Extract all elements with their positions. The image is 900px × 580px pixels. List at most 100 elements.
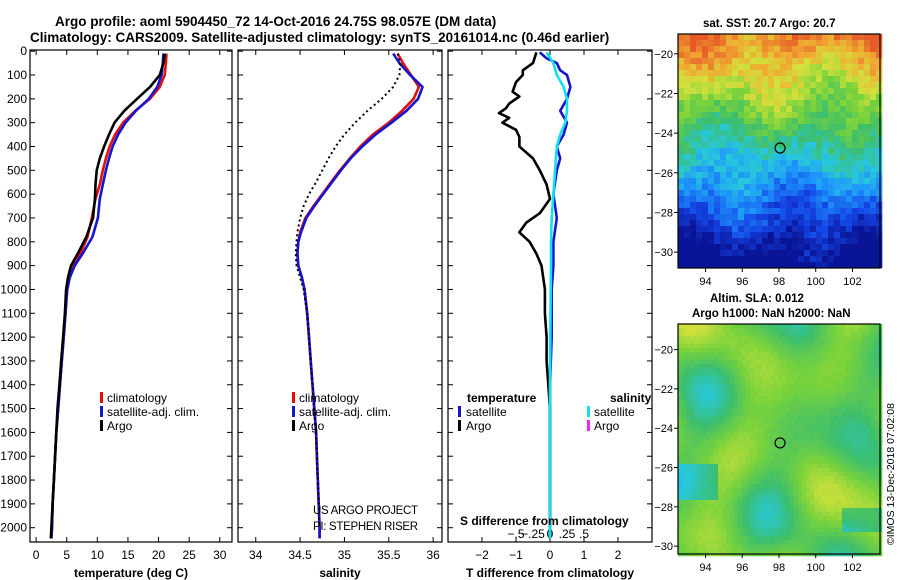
map-sla-cell <box>694 452 699 457</box>
map-sst-cell <box>762 184 769 191</box>
map-sla-cell <box>858 492 863 497</box>
map-sla-cell <box>862 396 867 401</box>
map-sla-cell <box>686 428 691 433</box>
map-sla-cell <box>870 512 875 517</box>
s-diff-tick-label: .5 <box>579 527 589 541</box>
map-sst-cell <box>762 178 769 185</box>
map-sla-cell <box>686 356 691 361</box>
map-sla-cell <box>870 344 875 349</box>
map-sst-cell <box>774 34 781 41</box>
map-sla-cell <box>718 328 723 333</box>
map-sst-cell <box>720 130 727 137</box>
map-sst-cell <box>828 124 835 131</box>
map-sla-cell <box>778 444 783 449</box>
map-sst-cell <box>846 160 853 167</box>
map-sla-cell <box>782 368 787 373</box>
map-sla-cell <box>802 476 807 481</box>
map-sla-cell <box>834 404 839 409</box>
map-sla-cell <box>794 376 799 381</box>
map-sla-cell <box>806 532 811 537</box>
map-sla-cell <box>782 340 787 345</box>
map-sst-cell <box>720 124 727 131</box>
map-sla-cell <box>686 508 691 513</box>
map-sla-cell <box>818 416 823 421</box>
map-sla-cell <box>758 452 763 457</box>
map-sst-cell <box>708 256 715 263</box>
map-sst-cell <box>744 244 751 251</box>
map-sla-cell <box>818 412 823 417</box>
map-sla-cell <box>698 472 703 477</box>
map-sla-cell <box>742 484 747 489</box>
map-sla-cell <box>678 380 683 385</box>
map-sst-cell <box>720 136 727 143</box>
map-sla-cell <box>798 476 803 481</box>
map-sla-cell <box>830 512 835 517</box>
map-sst-cell <box>720 64 727 71</box>
map-sst-cell <box>852 94 859 101</box>
map-sla-cell <box>722 544 727 549</box>
map-sla-cell <box>678 532 683 537</box>
map-sla-cell <box>806 392 811 397</box>
salinity-legend-swatch <box>292 420 295 431</box>
map-sla-cell <box>806 348 811 353</box>
map-sla-cell <box>866 532 871 537</box>
map-sla-cell <box>858 352 863 357</box>
map-sla-cell <box>678 396 683 401</box>
map-sla-cell <box>706 324 711 329</box>
map-sla-cell <box>874 452 879 457</box>
map-sla-cell <box>814 368 819 373</box>
map-sla-cell <box>778 352 783 357</box>
map-sla-cell <box>718 456 723 461</box>
map-sla-cell <box>870 392 875 397</box>
map-sst-cell <box>876 136 883 143</box>
map-sla-cell <box>678 376 683 381</box>
map-sla-cell <box>826 396 831 401</box>
map-sst-cell <box>708 136 715 143</box>
map-sla-cell <box>758 376 763 381</box>
map-sla-cell <box>698 368 703 373</box>
map-sla-cell <box>866 356 871 361</box>
map-sst-cell <box>738 70 745 77</box>
map-sst-cell <box>864 124 871 131</box>
map-sst-cell <box>798 148 805 155</box>
map-sla-cell <box>682 444 687 449</box>
map-sla-cell <box>826 364 831 369</box>
map-sla-cell <box>854 360 859 365</box>
map-sst-cell <box>714 232 721 239</box>
map-sst-cell <box>858 46 865 53</box>
map-sla-cell <box>806 524 811 529</box>
map-sla-cell <box>814 468 819 473</box>
map-sla-cell <box>738 412 743 417</box>
map-sla-cell <box>698 460 703 465</box>
map-sla-cell <box>694 460 699 465</box>
map-sla-cell <box>742 444 747 449</box>
map-sla-cell <box>754 372 759 377</box>
map-sla-cell <box>866 392 871 397</box>
map-sla-cell <box>750 408 755 413</box>
map-sla-cell <box>710 396 715 401</box>
map-sla-cell <box>798 432 803 437</box>
map-sla-cell <box>858 400 863 405</box>
map-sla-cell <box>806 420 811 425</box>
map-sla-cell <box>830 540 835 545</box>
map-sst-cell <box>834 124 841 131</box>
map-sla-lat-label: −30 <box>654 541 673 553</box>
map-sla-cell <box>802 480 807 485</box>
map-sla-cell <box>678 428 683 433</box>
map-sla-cell <box>726 524 731 529</box>
map-sla-cell <box>742 384 747 389</box>
map-sla-cell <box>770 476 775 481</box>
map-sst-cell <box>726 178 733 185</box>
map-sst-cell <box>744 166 751 173</box>
map-sst-cell <box>684 124 691 131</box>
map-sla-cell <box>762 508 767 513</box>
map-sst-cell <box>738 34 745 41</box>
map-sst-cell <box>762 208 769 215</box>
map-sst-cell <box>684 52 691 59</box>
map-sla-cell <box>726 436 731 441</box>
map-sst-cell <box>696 70 703 77</box>
map-sst-cell <box>828 220 835 227</box>
map-sla-cell <box>858 536 863 541</box>
map-sla-cell <box>814 444 819 449</box>
map-sla-cell <box>830 376 835 381</box>
